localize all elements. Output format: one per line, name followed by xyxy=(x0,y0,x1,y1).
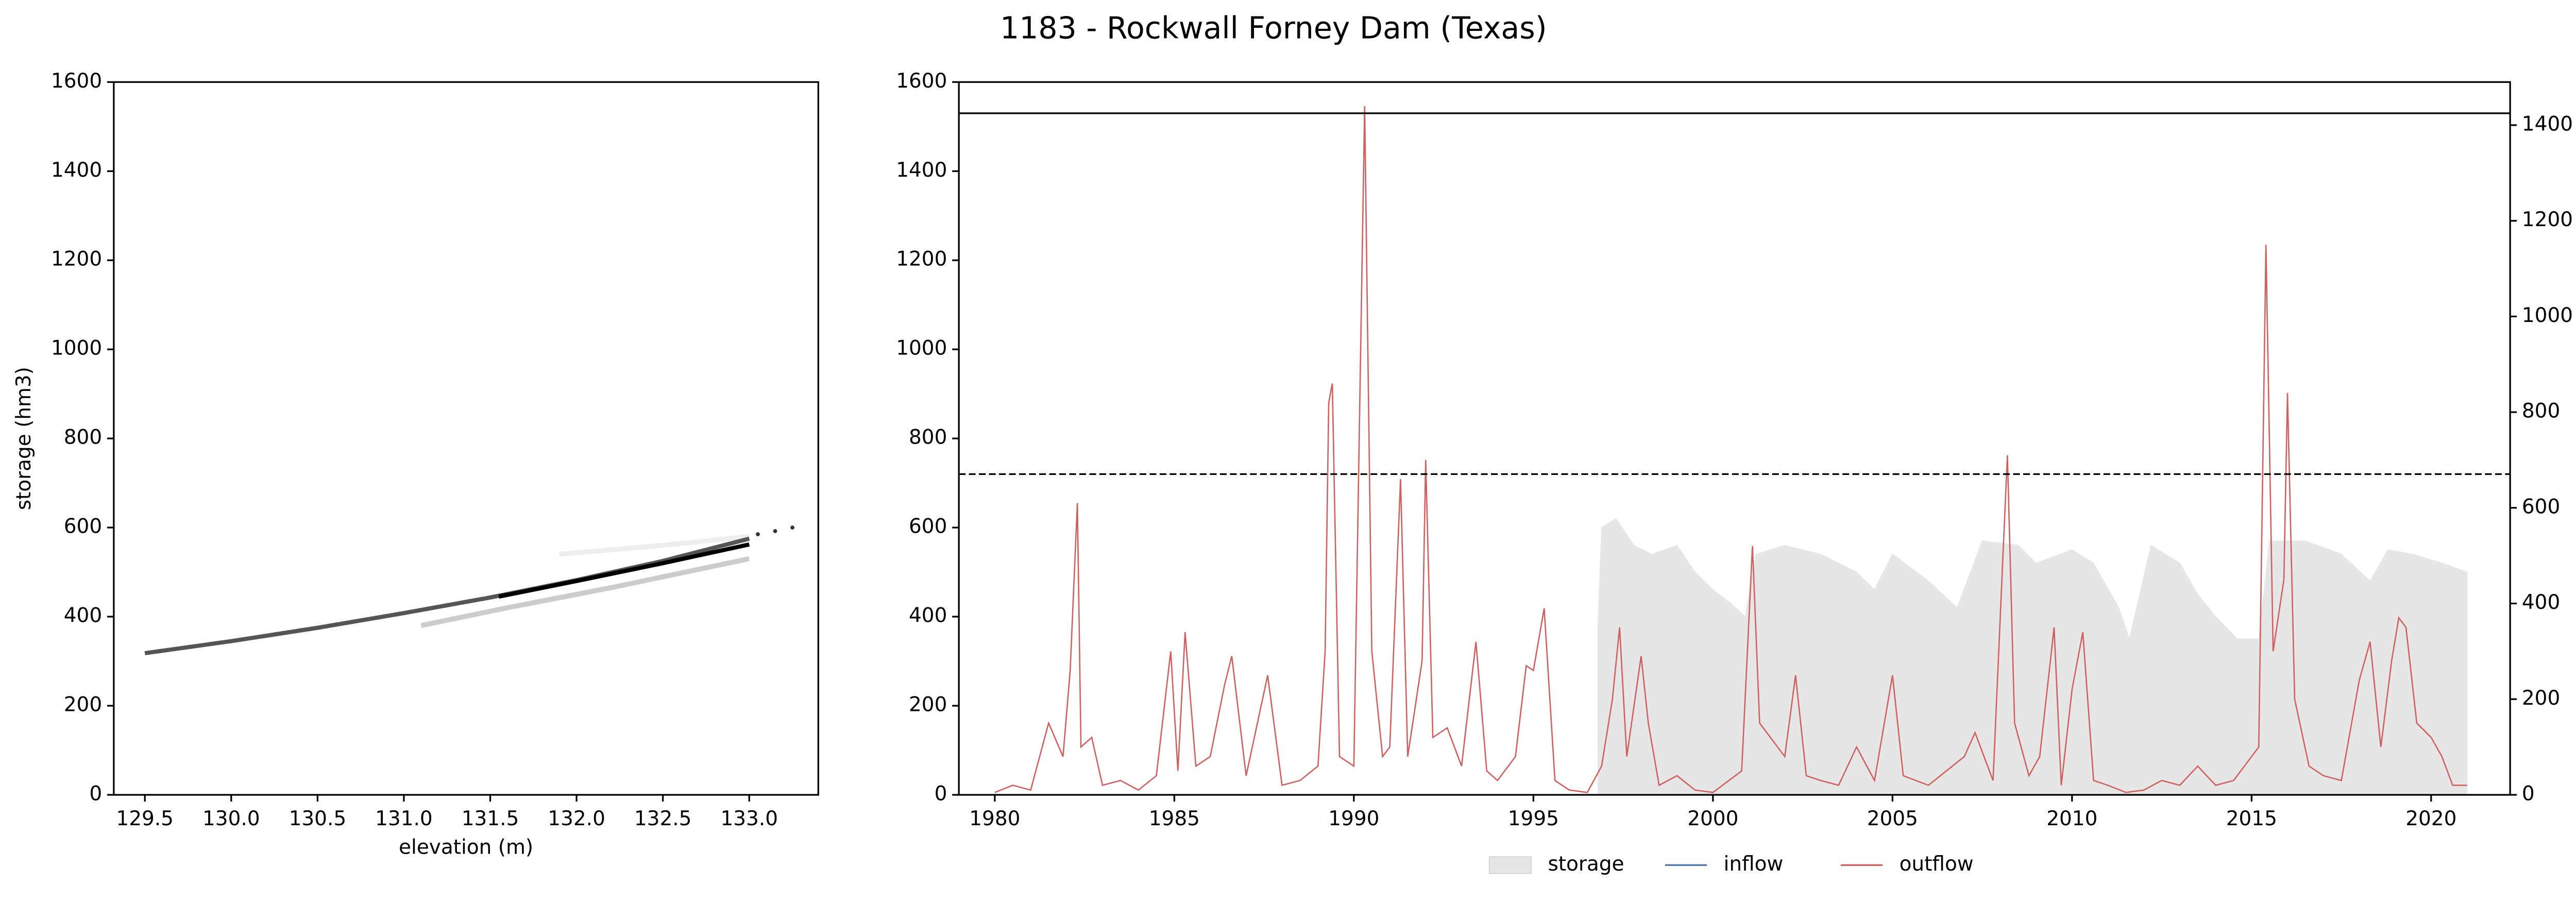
x-tick-label: 2010 xyxy=(2046,807,2097,830)
y2-tick-label: 200 xyxy=(2522,687,2560,710)
y2-tick-label: 400 xyxy=(2522,591,2560,614)
x-tick-label: 2015 xyxy=(2226,807,2277,830)
series-line xyxy=(144,536,750,655)
y-tick-label: 800 xyxy=(909,426,947,449)
series-line xyxy=(420,556,750,628)
x-tick-label: 129.5 xyxy=(116,807,174,830)
point xyxy=(756,532,760,536)
y-tick-label: 600 xyxy=(64,515,102,538)
y-tick-label: 400 xyxy=(909,604,947,627)
x-tick-label: 1995 xyxy=(1508,807,1559,830)
y-tick-label: 1400 xyxy=(51,159,102,182)
x-tick-label: 131.0 xyxy=(375,807,433,830)
x-tick-label: 2005 xyxy=(1867,807,1918,830)
y2-tick-label: 1400 xyxy=(2522,112,2573,135)
y-tick-label: 1600 xyxy=(51,70,102,93)
plot-frame xyxy=(113,81,819,796)
y-tick-label: 600 xyxy=(909,515,947,538)
y2-tick-label: 600 xyxy=(2522,495,2560,518)
y-tick-label: 200 xyxy=(64,693,102,717)
y-axis-label: storage (hm3) xyxy=(12,367,36,510)
figure-title: 1183 - Rockwall Forney Dam (Texas) xyxy=(1000,11,1547,46)
x-tick-label: 1990 xyxy=(1328,807,1379,830)
x-tick-label: 131.5 xyxy=(462,807,519,830)
y-tick-label: 0 xyxy=(935,782,947,805)
x-tick-label: 2000 xyxy=(1687,807,1738,830)
y2-tick-label: 800 xyxy=(2522,400,2560,423)
y-tick-label: 1000 xyxy=(51,337,102,360)
point xyxy=(790,525,794,530)
storage-area xyxy=(1597,518,2468,795)
x-tick-label: 132.5 xyxy=(634,807,692,830)
y2-tick-label: 0 xyxy=(2522,782,2535,805)
y2-tick-label: 1000 xyxy=(2522,304,2573,327)
y-tick-label: 800 xyxy=(64,426,102,449)
x-tick-label: 1980 xyxy=(969,807,1020,830)
x-axis-label: elevation (m) xyxy=(399,836,533,859)
series-line xyxy=(498,542,750,599)
y-tick-label: 1400 xyxy=(896,159,947,182)
y-tick-label: 1600 xyxy=(896,70,947,93)
y-tick-label: 1200 xyxy=(896,248,947,271)
series-line xyxy=(994,106,2467,793)
y-tick-label: 200 xyxy=(909,693,947,717)
legend-label: storage xyxy=(1548,853,1624,876)
x-tick-label: 130.0 xyxy=(202,807,260,830)
x-tick-label: 2020 xyxy=(2405,807,2456,830)
series-line xyxy=(559,534,750,557)
x-tick-label: 1985 xyxy=(1149,807,1200,830)
y-tick-label: 0 xyxy=(89,782,102,805)
legend-swatch xyxy=(1488,856,1532,874)
y2-tick-label: 1200 xyxy=(2522,208,2573,231)
legend-label: inflow xyxy=(1724,853,1784,876)
x-tick-label: 133.0 xyxy=(720,807,778,830)
y-tick-label: 1000 xyxy=(896,337,947,360)
legend-label: outflow xyxy=(1900,853,1974,876)
y-tick-label: 1200 xyxy=(51,248,102,271)
y-tick-label: 400 xyxy=(64,604,102,627)
x-tick-label: 132.0 xyxy=(548,807,605,830)
x-tick-label: 130.5 xyxy=(289,807,347,830)
point xyxy=(773,529,777,533)
